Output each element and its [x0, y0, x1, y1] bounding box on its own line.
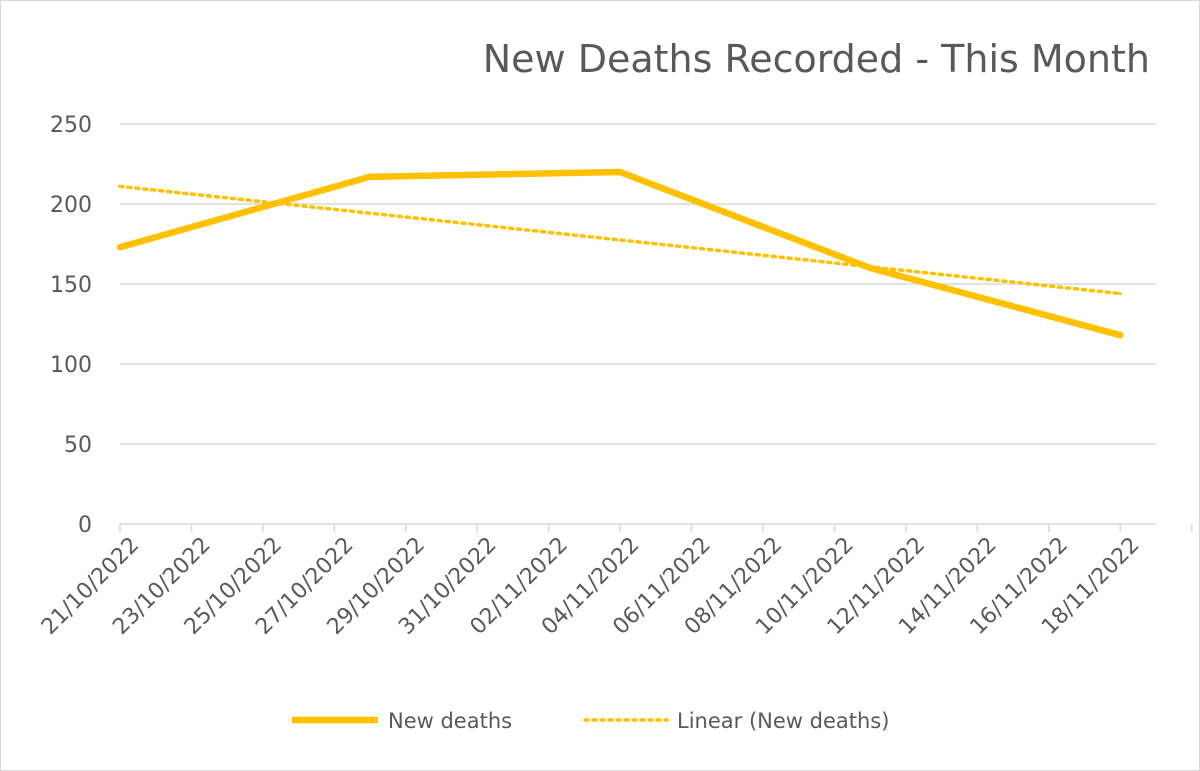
- y-axis-ticks: 0 50 100 150 200 250: [50, 113, 92, 538]
- chart-title: New Deaths Recorded - This Month: [483, 37, 1150, 81]
- legend-label: Linear (New deaths): [677, 709, 889, 733]
- data-point: [1118, 292, 1122, 296]
- data-point: [117, 244, 123, 251]
- y-tick-label: 100: [50, 353, 92, 378]
- y-tick-label: 0: [78, 513, 92, 538]
- legend: New deaths Linear (New deaths): [292, 709, 889, 733]
- y-tick-label: 250: [50, 113, 92, 138]
- legend-label: New deaths: [388, 709, 512, 733]
- data-point: [1117, 332, 1124, 339]
- data-point: [617, 169, 624, 175]
- y-tick-label: 150: [50, 273, 92, 298]
- y-tick-label: 50: [64, 433, 92, 458]
- gridlines: [120, 123, 1156, 525]
- x-axis: 21/10/202223/10/202225/10/202227/10/2022…: [37, 524, 1193, 640]
- y-tick-label: 200: [50, 193, 92, 218]
- new-deaths-series: [116, 168, 1124, 339]
- series-layer: [116, 168, 1124, 339]
- data-point: [367, 173, 374, 180]
- legend-item: New deaths: [292, 709, 512, 733]
- trendline-series: [118, 184, 1123, 296]
- data-point: [118, 184, 122, 188]
- legend-item: Linear (New deaths): [583, 709, 889, 733]
